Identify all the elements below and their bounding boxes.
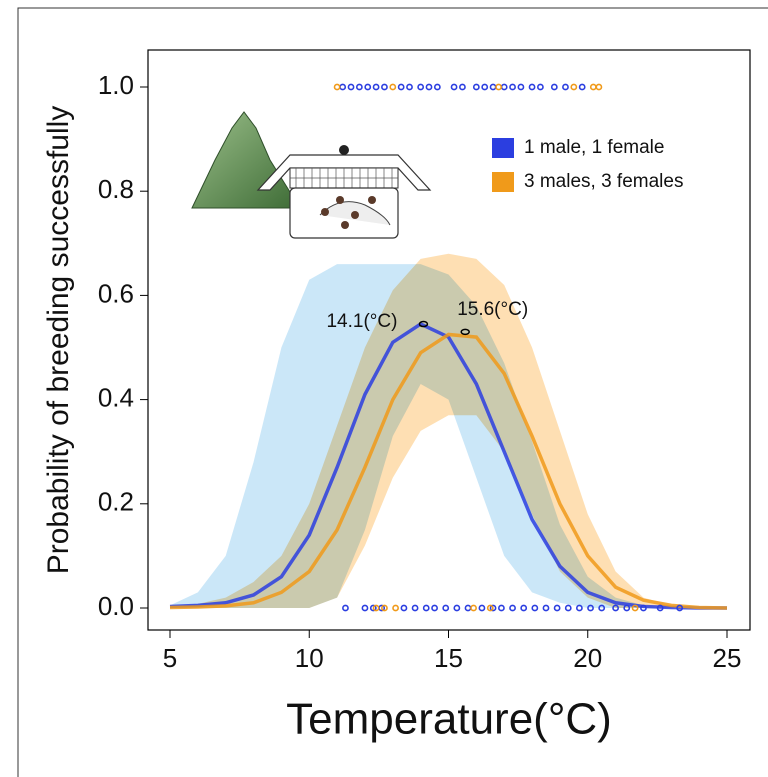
rug-point — [553, 604, 561, 612]
rug-point — [500, 83, 508, 91]
y-tick-label: 0.6 — [98, 278, 134, 308]
rug-point — [478, 604, 486, 612]
peak-marker — [418, 320, 429, 328]
rug-point — [372, 604, 380, 612]
rug-point — [411, 604, 419, 612]
rug-point — [472, 83, 480, 91]
rug-point — [570, 83, 578, 91]
x-tick-label: 15 — [434, 643, 463, 673]
rug-point — [442, 604, 450, 612]
rug-point — [575, 604, 583, 612]
mouse — [351, 211, 359, 219]
x-tick-label: 20 — [573, 643, 602, 673]
rug-point — [550, 83, 558, 91]
fit-line — [169, 332, 728, 610]
rug-point — [598, 604, 606, 612]
x-tick-label: 25 — [713, 643, 742, 673]
rug-point — [631, 604, 639, 612]
cage-roof — [256, 154, 432, 191]
rug-point — [361, 604, 369, 612]
rug-point — [542, 604, 550, 612]
rug-point — [520, 604, 528, 612]
outer-frame — [17, 7, 768, 777]
rug-point — [640, 604, 647, 612]
y-tick-label: 0.0 — [98, 591, 134, 621]
mouse — [341, 221, 349, 229]
rug-point — [531, 604, 539, 612]
rug-point — [453, 604, 461, 612]
rug-point — [528, 83, 536, 91]
y-tick-label: 0.4 — [98, 382, 134, 412]
rug-point — [656, 604, 664, 612]
rug-point — [369, 604, 377, 612]
y-tick-label: 0.8 — [98, 174, 134, 204]
legend-label: 3 males, 3 females — [524, 171, 683, 192]
annotation: 14.1(°C) — [326, 311, 397, 332]
rug-point — [339, 83, 347, 91]
annotation: 15.6(°C) — [457, 299, 528, 320]
rug-point — [537, 83, 544, 91]
legend-label: 1 male, 1 female — [524, 137, 664, 158]
peak-marker — [460, 328, 470, 336]
confidence-band — [170, 253, 727, 608]
plot-area: 0.0 0.2 0.4 0.6 0.8 1.0 5 10 15 20 25 14.1(°C) 15.6(… — [98, 49, 751, 673]
rug-point — [489, 83, 497, 91]
y-axis-label: Probability of breeding successfully — [42, 106, 75, 575]
y-tick-label: 1.0 — [98, 70, 134, 100]
rug-point — [676, 604, 684, 612]
rug-point — [481, 83, 489, 91]
rug-point — [464, 604, 472, 612]
rug-point — [372, 83, 380, 91]
rug-point — [489, 604, 497, 612]
rug-point — [364, 83, 372, 91]
rug-point — [422, 604, 430, 612]
rug-point — [517, 83, 525, 91]
bottle — [339, 145, 349, 155]
cage-bars — [290, 168, 398, 188]
legend-swatch — [492, 172, 514, 192]
rug-point — [381, 83, 388, 91]
rug-point — [347, 83, 355, 91]
x-tick-label: 5 — [163, 643, 177, 673]
rug-point — [589, 83, 597, 91]
rug-point — [495, 83, 503, 91]
rug-point — [392, 604, 399, 612]
rug-point — [587, 604, 594, 612]
mouse — [336, 196, 344, 204]
rug-point — [498, 604, 505, 612]
rug-point — [417, 83, 425, 91]
rug-point — [509, 604, 516, 612]
mouse — [321, 208, 329, 216]
rug-point — [595, 83, 603, 91]
inset-illustration — [191, 111, 432, 239]
rug-point — [400, 604, 408, 612]
rug-point — [470, 604, 477, 612]
legend-swatch — [492, 138, 514, 158]
rug-point — [406, 83, 413, 91]
rug-point — [355, 83, 363, 91]
x-axis-label: Temperature(°C) — [286, 695, 612, 744]
rug-point — [578, 83, 586, 91]
x-tick-label: 10 — [295, 643, 324, 673]
rug-point — [623, 604, 631, 612]
y-tick-label: 0.2 — [98, 487, 134, 517]
rug-point — [509, 83, 516, 91]
rug-point — [450, 83, 458, 91]
rug-point — [342, 604, 349, 612]
mouse — [368, 196, 376, 204]
rug-point — [459, 83, 466, 91]
rug-point — [333, 83, 341, 91]
mountain — [191, 111, 301, 209]
rug-point — [562, 83, 569, 91]
rug-point — [486, 604, 494, 612]
rug-point — [433, 83, 441, 91]
rug-point — [381, 604, 388, 612]
rug-point — [389, 83, 397, 91]
rug-point — [431, 604, 438, 612]
rug-point — [425, 83, 433, 91]
rug-point — [397, 83, 405, 91]
rug-point — [612, 604, 619, 612]
rug-point — [564, 604, 572, 612]
